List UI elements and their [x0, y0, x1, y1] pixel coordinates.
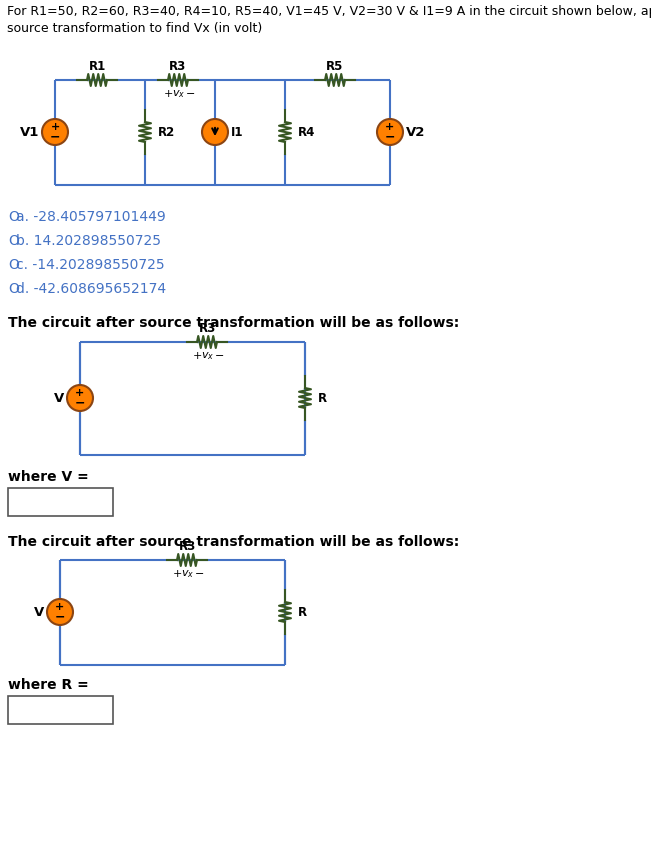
Bar: [8, 696, 113, 724]
Text: V: V: [54, 392, 64, 405]
Text: source transformation to find Vx (in volt): source transformation to find Vx (in vol…: [7, 22, 262, 35]
Text: c. -14.202898550725: c. -14.202898550725: [16, 258, 165, 272]
Text: R: R: [298, 605, 307, 619]
Text: $v_x$: $v_x$: [182, 568, 195, 580]
Text: −: −: [55, 610, 65, 624]
Text: a. -28.405797101449: a. -28.405797101449: [16, 210, 166, 224]
Text: −: −: [49, 131, 61, 144]
Text: +: +: [50, 122, 60, 132]
Text: +: +: [192, 351, 202, 361]
Text: The circuit after source transformation will be as follows:: The circuit after source transformation …: [8, 535, 459, 549]
Text: O: O: [8, 234, 19, 248]
Circle shape: [377, 119, 403, 145]
Circle shape: [202, 119, 228, 145]
Text: where R =: where R =: [8, 678, 89, 692]
Text: +: +: [55, 602, 64, 612]
Text: V2: V2: [406, 126, 425, 139]
Text: O: O: [8, 282, 19, 296]
Text: −: −: [215, 351, 225, 361]
Text: The circuit after source transformation will be as follows:: The circuit after source transformation …: [8, 316, 459, 330]
Text: d. -42.608695652174: d. -42.608695652174: [16, 282, 166, 296]
Text: O: O: [8, 258, 19, 272]
Text: R3: R3: [178, 540, 195, 552]
Text: For R1=50, R2=60, R3=40, R4=10, R5=40, V1=45 V, V2=30 V & I1=9 A in the circuit : For R1=50, R2=60, R3=40, R4=10, R5=40, V…: [7, 5, 651, 18]
Text: $v_x$: $v_x$: [201, 350, 215, 362]
Text: +: +: [76, 388, 85, 398]
Text: R5: R5: [326, 60, 344, 72]
Text: R: R: [318, 392, 327, 405]
Text: +: +: [173, 569, 182, 579]
Text: R1: R1: [89, 60, 105, 72]
Text: −: −: [75, 396, 85, 410]
Text: −: −: [186, 89, 196, 99]
Circle shape: [42, 119, 68, 145]
Text: $v_x$: $v_x$: [173, 88, 186, 100]
Text: b. 14.202898550725: b. 14.202898550725: [16, 234, 161, 248]
Text: R3: R3: [169, 60, 187, 72]
Text: O: O: [8, 210, 19, 224]
Text: V: V: [34, 605, 44, 619]
Circle shape: [67, 385, 93, 411]
Text: R4: R4: [298, 126, 315, 139]
Text: +: +: [385, 122, 395, 132]
Text: I1: I1: [231, 126, 243, 139]
Circle shape: [47, 599, 73, 625]
Text: where V =: where V =: [8, 470, 89, 484]
Text: R2: R2: [158, 126, 175, 139]
Text: V1: V1: [20, 126, 39, 139]
Bar: [8, 488, 113, 516]
Text: R3: R3: [199, 321, 215, 335]
Text: −: −: [385, 131, 395, 144]
Text: +: +: [163, 89, 173, 99]
Text: −: −: [195, 569, 204, 579]
